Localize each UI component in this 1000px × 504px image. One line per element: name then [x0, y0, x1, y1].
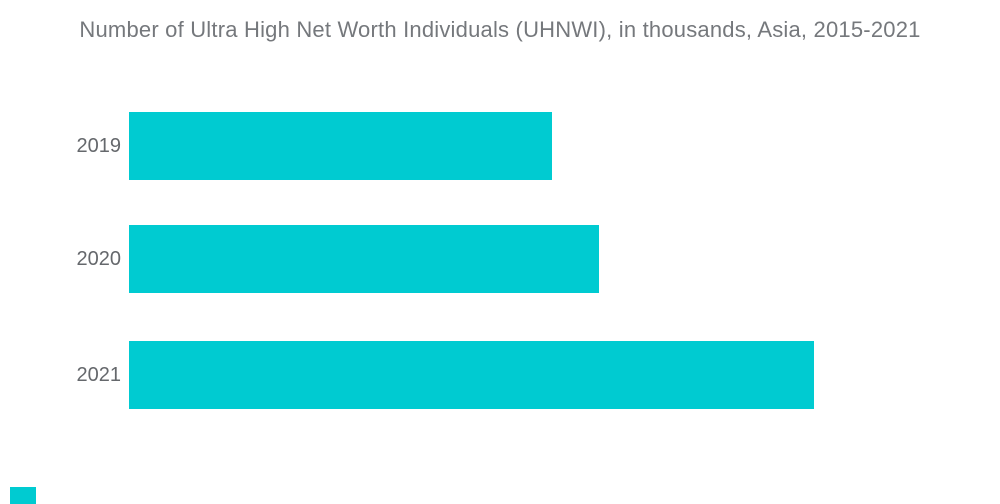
y-axis-label: 2021: [76, 364, 122, 386]
bar-row: 2019: [0, 112, 1000, 180]
bar-track: [129, 225, 969, 293]
bar-row: 2020: [0, 225, 1000, 293]
data-bar: [129, 341, 815, 409]
data-bar: [129, 112, 553, 180]
chart-title: Number of Ultra High Net Worth Individua…: [79, 17, 921, 42]
brand-mark: [10, 487, 36, 504]
bar-track: [129, 341, 969, 409]
data-bar: [129, 225, 600, 293]
bar-row: 2021: [0, 341, 1000, 409]
y-axis-label: 2020: [76, 248, 122, 270]
y-axis-label: 2019: [76, 135, 122, 157]
bar-track: [129, 112, 969, 180]
